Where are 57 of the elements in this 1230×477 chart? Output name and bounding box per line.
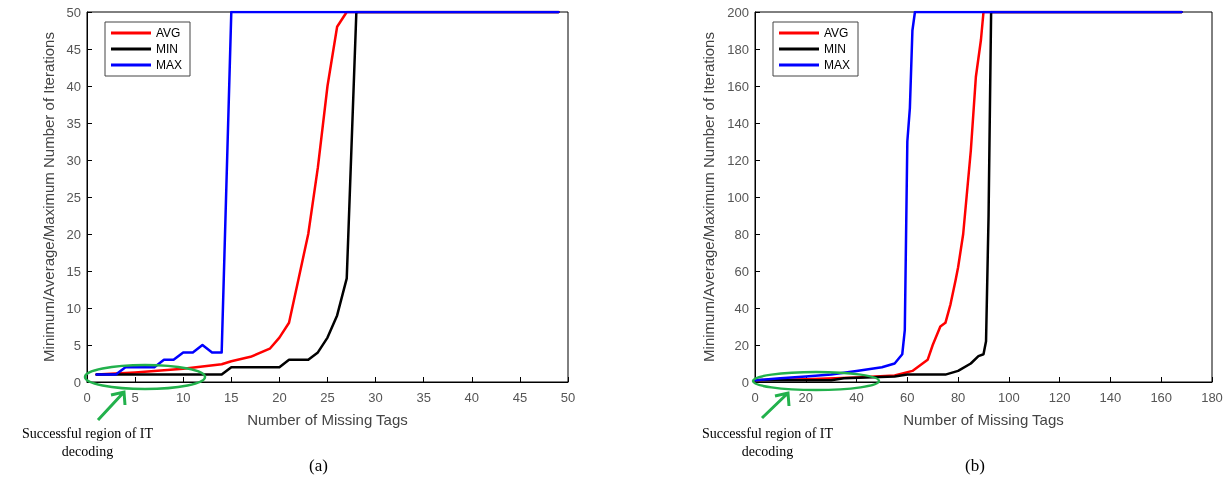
y-tick-label: 40: [66, 78, 81, 94]
x-tick-label: 0: [751, 390, 759, 405]
y-tick-label: 80: [734, 226, 749, 242]
y-tick-label: 60: [734, 263, 749, 279]
x-tick-label: 25: [320, 390, 335, 405]
x-tick-label: 45: [512, 390, 528, 405]
y-tick-label: 50: [66, 4, 81, 20]
x-tick-label: 160: [1150, 390, 1173, 405]
text: Successful region of IT decoding: [21, 425, 154, 461]
y-tick-label: 20: [66, 226, 81, 242]
y-tick-label: 0: [741, 374, 749, 390]
legend-label: MIN: [824, 42, 846, 56]
text: (b): [965, 456, 985, 475]
x-tick-label: 0: [83, 390, 91, 405]
x-tick-label: 120: [1048, 390, 1071, 405]
x-tick-label: 180: [1201, 390, 1223, 405]
x-tick-label: 40: [464, 390, 480, 405]
legend-label: MAX: [156, 58, 183, 72]
y-tick-label: 100: [727, 189, 749, 205]
x-tick-label: 140: [1099, 390, 1122, 405]
y-axis-title: Minimum/Average/Maximum Number of Iterations: [700, 32, 718, 362]
y-axis-title: Minimum/Average/Maximum Number of Iterations: [39, 32, 57, 362]
y-tick-label: 0: [73, 374, 81, 390]
text: Successful region of IT decoding: [701, 425, 834, 461]
y-tick-label: 15: [66, 263, 81, 279]
y-tick-label: 160: [727, 78, 749, 94]
legend-label: MAX: [824, 58, 851, 72]
y-tick-label: 180: [727, 41, 749, 57]
y-tick-label: 10: [66, 300, 81, 316]
y-tick-label: 140: [727, 115, 749, 131]
x-tick-label: 50: [560, 390, 576, 405]
y-tick-label: 30: [66, 152, 81, 168]
x-tick-label: 20: [272, 390, 287, 405]
legend-label: AVG: [824, 26, 849, 40]
x-axis-title: Number of Missing Tags: [247, 411, 408, 428]
legend-label: AVG: [156, 26, 181, 40]
x-tick-label: 40: [849, 390, 864, 405]
x-tick-label: 35: [416, 390, 431, 405]
x-tick-label: 20: [798, 390, 814, 405]
x-tick-label: 15: [224, 390, 239, 405]
x-tick-label: 30: [368, 390, 383, 405]
x-tick-label: 5: [131, 390, 139, 405]
y-tick-label: 40: [734, 300, 749, 316]
x-tick-label: 80: [950, 390, 966, 405]
y-tick-label: 35: [66, 115, 81, 131]
y-tick-label: 20: [734, 337, 749, 353]
legend-label: MIN: [156, 42, 178, 56]
y-tick-label: 120: [727, 152, 749, 168]
y-tick-label: 25: [66, 189, 81, 205]
x-axis-title: Number of Missing Tags: [903, 411, 1064, 428]
y-tick-label: 5: [73, 337, 81, 353]
y-tick-label: 45: [66, 41, 81, 57]
y-tick-label: 200: [727, 4, 749, 20]
x-tick-label: 100: [998, 390, 1020, 405]
x-tick-label: 60: [900, 390, 915, 405]
x-tick-label: 10: [175, 390, 191, 405]
text: (a): [309, 456, 328, 475]
